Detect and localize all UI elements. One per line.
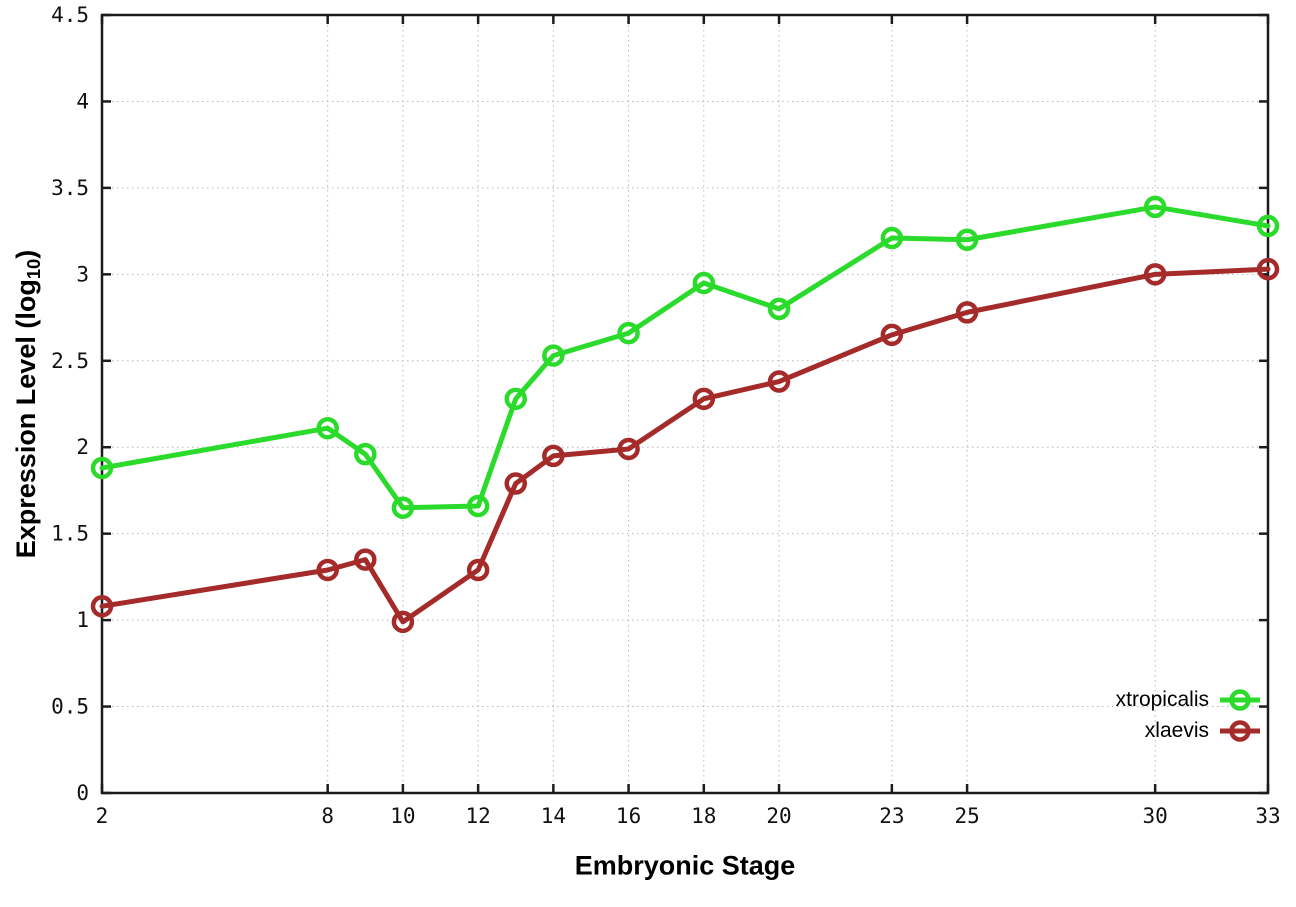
data-point-xtropicalis xyxy=(1143,195,1167,219)
y-tick-label: 2.5 xyxy=(51,349,89,373)
y-tick-label: 1 xyxy=(76,608,89,632)
x-tick-label: 8 xyxy=(321,804,334,828)
legend-item-xtropicalis: xtropicalis xyxy=(1116,685,1262,715)
y-tick-label: 2 xyxy=(76,435,89,459)
x-tick-label: 33 xyxy=(1255,804,1280,828)
x-tick-label: 20 xyxy=(766,804,791,828)
data-point-xlaevis xyxy=(617,437,640,461)
y-tick-label: 3.5 xyxy=(51,176,89,200)
series-line-xtropicalis xyxy=(99,204,1271,511)
data-point-xlaevis xyxy=(767,370,791,393)
legend-label: xlaevis xyxy=(1144,719,1209,742)
y-tick-label: 1.5 xyxy=(51,522,89,546)
legend-label: xtropicalis xyxy=(1115,688,1209,711)
data-point-xlaevis xyxy=(354,548,377,571)
x-tick-label: 23 xyxy=(879,804,904,828)
chart-legend: xtropicalis xlaevis xyxy=(1116,685,1262,746)
x-tick-label: 2 xyxy=(96,804,109,828)
x-tick-label: 16 xyxy=(616,804,641,828)
x-tick-label: 25 xyxy=(954,804,979,828)
series-line-xlaevis xyxy=(99,266,1271,625)
data-point-xlaevis xyxy=(692,387,716,411)
x-tick-label: 30 xyxy=(1143,804,1168,828)
data-point-xtropicalis xyxy=(880,226,904,250)
y-tick-label: 4 xyxy=(76,89,89,113)
data-point-xtropicalis xyxy=(692,271,716,295)
data-point-xtropicalis xyxy=(542,344,565,367)
data-point-xlaevis xyxy=(542,444,565,468)
data-point-xlaevis xyxy=(880,323,904,347)
y-axis-title-suffix: ) xyxy=(10,249,41,259)
line-circle-marker-icon xyxy=(1220,689,1260,711)
data-point-xlaevis xyxy=(466,558,490,582)
data-point-xlaevis xyxy=(1143,263,1167,286)
y-tick-label: 0 xyxy=(76,781,89,805)
y-tick-label: 3 xyxy=(76,262,89,286)
line-circle-marker-icon xyxy=(1220,720,1260,742)
x-tick-label: 12 xyxy=(465,804,490,828)
data-point-xlaevis xyxy=(955,301,979,324)
data-point-xtropicalis xyxy=(617,321,640,345)
data-point-xtropicalis xyxy=(90,456,114,480)
x-tick-label: 14 xyxy=(541,804,566,828)
plot-border xyxy=(100,13,1270,795)
data-point-xtropicalis xyxy=(316,416,339,440)
data-point-xtropicalis xyxy=(504,387,527,411)
y-axis-title-text: Expression Level (log xyxy=(10,279,41,559)
data-point-xlaevis xyxy=(90,595,114,618)
data-point-xlaevis xyxy=(316,558,339,582)
x-axis-title: Embryonic Stage xyxy=(574,850,796,881)
data-point-xlaevis xyxy=(1256,257,1280,281)
data-point-xlaevis xyxy=(504,472,527,495)
legend-item-xlaevis: xlaevis xyxy=(1116,716,1262,746)
data-point-xtropicalis xyxy=(767,297,791,321)
data-point-xtropicalis xyxy=(391,496,415,519)
data-point-xtropicalis xyxy=(354,442,377,466)
y-axis-title: Expression Level (log10) xyxy=(11,250,45,559)
x-tick-label: 10 xyxy=(390,804,415,828)
data-point-xtropicalis xyxy=(466,494,490,518)
y-tick-label: 0.5 xyxy=(51,695,89,719)
data-point-xtropicalis xyxy=(1256,214,1280,238)
y-tick-label: 4.5 xyxy=(51,3,89,27)
x-tick-label: 18 xyxy=(691,804,716,828)
data-point-xtropicalis xyxy=(955,228,979,252)
y-axis-title-subscript: 10 xyxy=(23,258,45,280)
data-point-xlaevis xyxy=(391,610,415,634)
